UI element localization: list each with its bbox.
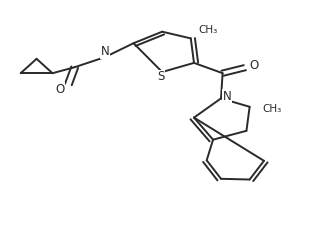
Text: CH₃: CH₃ xyxy=(199,25,218,35)
Text: O: O xyxy=(250,59,259,72)
Text: N: N xyxy=(100,45,109,58)
Text: N: N xyxy=(223,90,232,102)
Text: S: S xyxy=(157,70,164,83)
Text: CH₃: CH₃ xyxy=(262,104,281,114)
Text: O: O xyxy=(55,83,65,96)
